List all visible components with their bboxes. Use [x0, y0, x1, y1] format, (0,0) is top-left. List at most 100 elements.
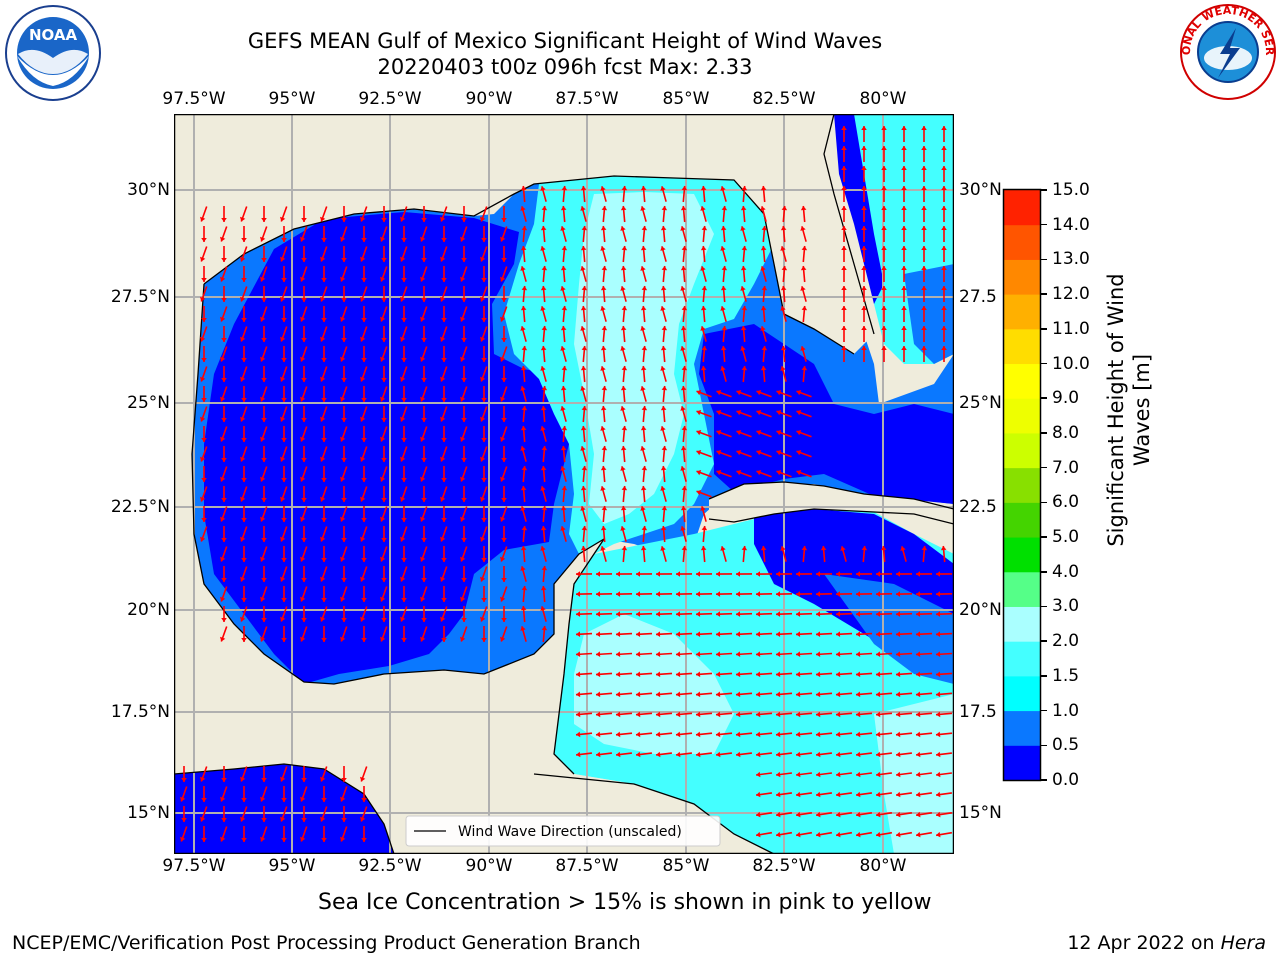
colorbar-tick-label: 15.0	[1052, 180, 1090, 200]
lat-tick-right: 30°N	[959, 180, 1002, 200]
wave-arrow-head	[501, 218, 507, 222]
wave-arrow-head	[241, 278, 247, 282]
lat-tick-right: 25°N	[959, 393, 1002, 413]
wave-arrow-head	[876, 771, 881, 778]
wave-arrow-head	[261, 778, 267, 782]
wave-arrow-head	[441, 358, 447, 362]
wave-arrow-head	[736, 731, 741, 738]
wave-arrow-head	[460, 396, 466, 402]
wave-arrow-head	[481, 438, 487, 442]
wave-arrow-head	[380, 316, 386, 322]
colorbar-tick-mark	[1041, 328, 1047, 330]
wave-arrow-head	[421, 418, 427, 422]
colorbar-segment	[1004, 328, 1040, 365]
wave-arrow-head	[680, 446, 687, 451]
wave-arrow-head	[780, 246, 786, 251]
wave-arrow-head	[441, 638, 447, 642]
wave-arrow-head	[340, 836, 346, 842]
wave-arrow-head	[380, 516, 386, 522]
wave-arrow-head	[621, 186, 628, 191]
wave-arrow-head	[201, 798, 207, 802]
wave-arrow-head	[680, 466, 686, 471]
wave-arrow-head	[696, 410, 702, 416]
land-north-coast	[174, 114, 874, 534]
wave-arrow-head	[520, 306, 527, 311]
wave-arrow-head	[201, 478, 207, 482]
wave-arrow-head	[320, 416, 326, 422]
wave-arrow-head	[761, 226, 768, 231]
wave-arrow-head	[661, 446, 668, 451]
wave-arrow-head	[361, 838, 367, 842]
wave-arrow-head	[520, 446, 526, 451]
wave-arrow-head	[896, 671, 901, 678]
wave-arrow-head	[876, 591, 881, 597]
wave-arrow-head	[876, 751, 881, 758]
wave-arrow-head	[596, 611, 601, 617]
wave-arrow-head	[540, 606, 546, 611]
wave-arrow-head	[420, 516, 426, 522]
wave-arrow-head	[921, 206, 927, 210]
wave-arrow-head	[301, 418, 307, 422]
wave-arrow-head	[681, 246, 688, 251]
wave-arrow-head	[856, 671, 861, 678]
wave-arrow-head	[200, 416, 206, 422]
wave-arrow-head	[881, 326, 887, 330]
wave-arrow-head	[841, 226, 847, 230]
wave-arrow-head	[480, 376, 486, 382]
wave-arrow-head	[616, 651, 621, 657]
wave-arrow-head	[540, 306, 546, 311]
wave-arrow-head	[300, 516, 306, 522]
wave-arrow-head	[440, 296, 446, 302]
wave-arrow-head	[600, 426, 606, 431]
wave-arrow-head	[601, 506, 608, 511]
wave-arrow-head	[841, 246, 847, 250]
wave-arrow-head	[700, 206, 706, 211]
wave-arrow-head	[421, 578, 427, 582]
wave-arrow-head	[776, 450, 782, 456]
wave-arrow-head	[796, 470, 802, 476]
wave-arrow-head	[340, 636, 346, 642]
wave-arrow-head	[921, 266, 927, 270]
wave-arrow-head	[540, 186, 546, 191]
wave-arrow-head	[440, 216, 446, 222]
wave-arrow-head	[921, 286, 927, 290]
wave-arrow-head	[636, 631, 641, 637]
wave-arrow-head	[936, 791, 941, 798]
wave-arrow-head	[941, 246, 947, 250]
wave-arrow-head	[876, 791, 881, 798]
wave-arrow-head	[260, 476, 266, 482]
wave-arrow-head	[421, 618, 427, 622]
colorbar-tick-label: 0.0	[1052, 770, 1080, 790]
wave-arrow-head	[501, 258, 507, 262]
colorbar-tick-label: 5.0	[1052, 527, 1080, 548]
lon-tick-top: 82.5°W	[752, 89, 816, 109]
wave-arrow-head	[421, 298, 427, 302]
wave-arrow-head	[601, 386, 608, 391]
wave-arrow-head	[640, 246, 647, 251]
wave-arrow-head	[361, 638, 367, 642]
wave-arrow-head	[401, 558, 407, 562]
wave-arrow-head	[761, 286, 768, 291]
wave-arrow-head	[720, 306, 726, 311]
wave-arrow-head	[616, 671, 621, 678]
wave-arrow-head	[261, 458, 267, 462]
wave-arrow-head	[800, 226, 806, 231]
wave-arrow-head	[380, 636, 386, 642]
wave-arrow-head	[580, 426, 587, 431]
wave-arrow-head	[580, 446, 586, 451]
wave-arrow-head	[281, 398, 287, 402]
wave-arrow-head	[280, 776, 286, 782]
svg-text:NOAA: NOAA	[29, 26, 78, 44]
lon-tick-bottom: 90°W	[465, 856, 513, 876]
wave-arrow-head	[401, 518, 407, 522]
wave-arrow-head	[600, 346, 607, 351]
wave-arrow-head	[776, 591, 781, 597]
colorbar-tick-label: 11.0	[1052, 318, 1090, 339]
wave-arrow-head	[420, 276, 426, 282]
wave-arrow-head	[200, 256, 206, 262]
wave-arrow-head	[796, 571, 800, 577]
wave-arrow-head	[380, 596, 386, 602]
colorbar-tick-label: 8.0	[1052, 422, 1080, 443]
footer-branch: NCEP/EMC/Verification Post Processing Pr…	[12, 932, 641, 954]
wave-arrow-head	[661, 506, 668, 511]
